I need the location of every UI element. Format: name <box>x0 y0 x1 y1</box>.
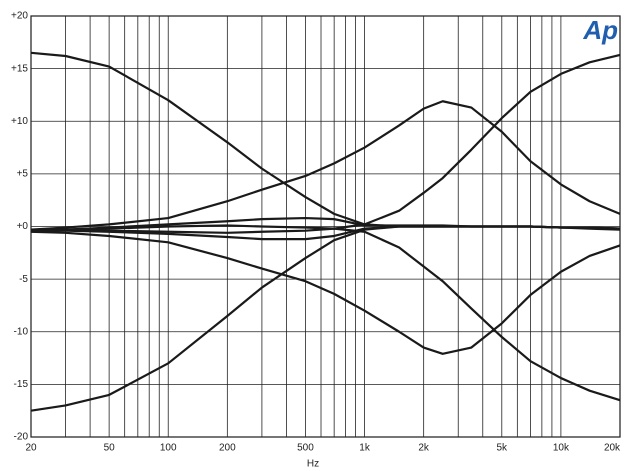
y-tick-label: +20 <box>11 11 28 22</box>
logo: Ap <box>582 15 618 45</box>
curve <box>31 225 621 241</box>
x-tick-label: 1k <box>359 443 371 454</box>
y-tick-label: -20 <box>14 432 29 443</box>
x-tick-label: 500 <box>297 443 314 454</box>
x-tick-label: 100 <box>160 443 177 454</box>
curve <box>30 230 621 355</box>
x-tick-label: 20 <box>25 443 37 454</box>
y-tick-label: -5 <box>19 274 28 285</box>
x-tick-label: 10k <box>553 443 570 454</box>
x-tick-label: 200 <box>219 443 236 454</box>
y-tick-label: +10 <box>11 116 28 127</box>
curve <box>31 227 621 402</box>
x-axis-label: Hz <box>307 459 319 470</box>
curve <box>31 53 621 231</box>
x-tick-label: 50 <box>104 443 116 454</box>
y-tick-label: +0 <box>17 221 29 232</box>
x-tick-label: 5k <box>497 443 509 454</box>
x-tick-label: 20k <box>604 443 621 454</box>
y-tick-label: +15 <box>11 63 28 74</box>
y-tick-label: +5 <box>17 169 29 180</box>
y-tick-label: -10 <box>14 326 29 337</box>
curve <box>30 100 621 231</box>
y-tick-label: -15 <box>14 379 29 390</box>
x-tick-label: 2k <box>418 443 430 454</box>
